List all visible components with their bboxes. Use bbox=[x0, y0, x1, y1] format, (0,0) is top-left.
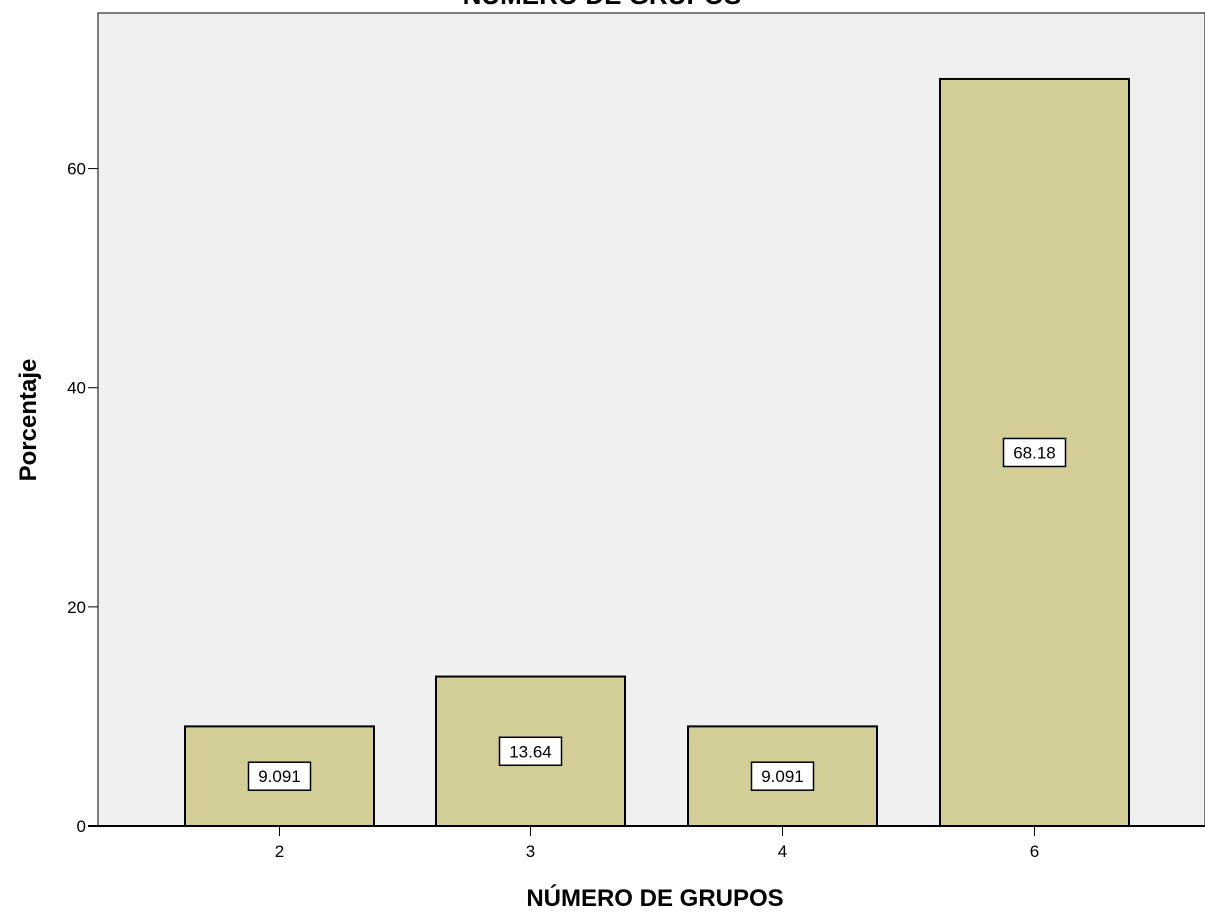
data-label-box-6 bbox=[1002, 437, 1067, 468]
data-label-6: 68.18 bbox=[1013, 443, 1056, 462]
y-axis: 0 20 40 60 bbox=[67, 13, 99, 836]
y-tick-label: 20 bbox=[67, 598, 86, 617]
x-tick-label: 6 bbox=[1030, 842, 1039, 861]
x-tick-label: 2 bbox=[275, 842, 284, 861]
data-label-box-2 bbox=[247, 761, 312, 791]
x-tick-label: 4 bbox=[778, 842, 787, 861]
x-axis: 2 3 4 6 bbox=[88, 825, 1205, 861]
data-label-3: 13.64 bbox=[509, 742, 552, 761]
x-tick-label: 3 bbox=[526, 842, 535, 861]
y-tick-label: 60 bbox=[67, 160, 86, 179]
y-tick-label: 40 bbox=[67, 379, 86, 398]
data-label-box-4 bbox=[750, 761, 815, 791]
y-tick-label: 0 bbox=[77, 817, 86, 836]
data-labels-layer: 9.091 13.64 9.091 68.18 bbox=[247, 437, 1067, 791]
data-label-4: 9.091 bbox=[761, 767, 804, 786]
data-label-box-3 bbox=[498, 736, 563, 767]
data-label-2: 9.091 bbox=[258, 767, 301, 786]
x-axis-title: NÚMERO DE GRUPOS bbox=[526, 884, 783, 912]
chart-title: NÚMERO DE GRUPOS bbox=[463, 0, 742, 10]
y-axis-title: Porcentaje bbox=[15, 359, 42, 482]
chart-title-group: NÚMERO DE GRUPOS bbox=[463, 0, 742, 10]
